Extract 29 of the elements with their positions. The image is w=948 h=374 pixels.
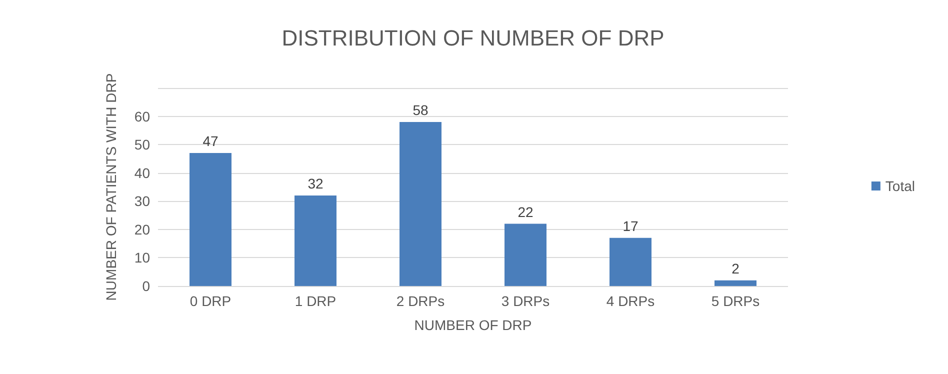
bar	[504, 224, 546, 286]
y-axis-title: NUMBER OF PATIENTS WITH DRP	[103, 73, 119, 301]
bar	[714, 280, 756, 286]
data-label: 58	[412, 102, 428, 118]
data-label: 32	[308, 175, 324, 192]
data-label: 47	[202, 133, 218, 150]
x-tick-label: 3 DRPs	[501, 293, 550, 309]
y-tick-label: 30	[134, 193, 150, 210]
bar	[294, 195, 336, 286]
y-tick-label: 0	[142, 278, 150, 294]
bar	[190, 153, 232, 286]
data-label: 22	[518, 204, 534, 220]
x-tick-label: 5 DRPs	[711, 293, 760, 309]
data-label: 2	[732, 260, 740, 276]
x-tick-label: 0 DRP	[190, 293, 232, 309]
y-tick-label: 10	[134, 250, 150, 266]
legend-label: Total	[885, 178, 916, 194]
y-tick-label: 50	[134, 136, 150, 153]
data-label: 17	[622, 218, 638, 234]
y-tick-label: 20	[134, 221, 150, 238]
x-axis-title: NUMBER OF DRP	[414, 317, 532, 333]
y-tick-label: 60	[134, 108, 150, 124]
bar	[610, 238, 652, 286]
y-tick-label: 40	[134, 164, 150, 181]
x-tick-label: 4 DRPs	[606, 293, 655, 309]
x-tick-label: 2 DRPs	[396, 293, 445, 309]
x-tick-label: 1 DRP	[294, 293, 336, 309]
bar	[400, 122, 442, 286]
chart-title: DISTRIBUTION OF NUMBER OF DRP	[282, 26, 664, 50]
